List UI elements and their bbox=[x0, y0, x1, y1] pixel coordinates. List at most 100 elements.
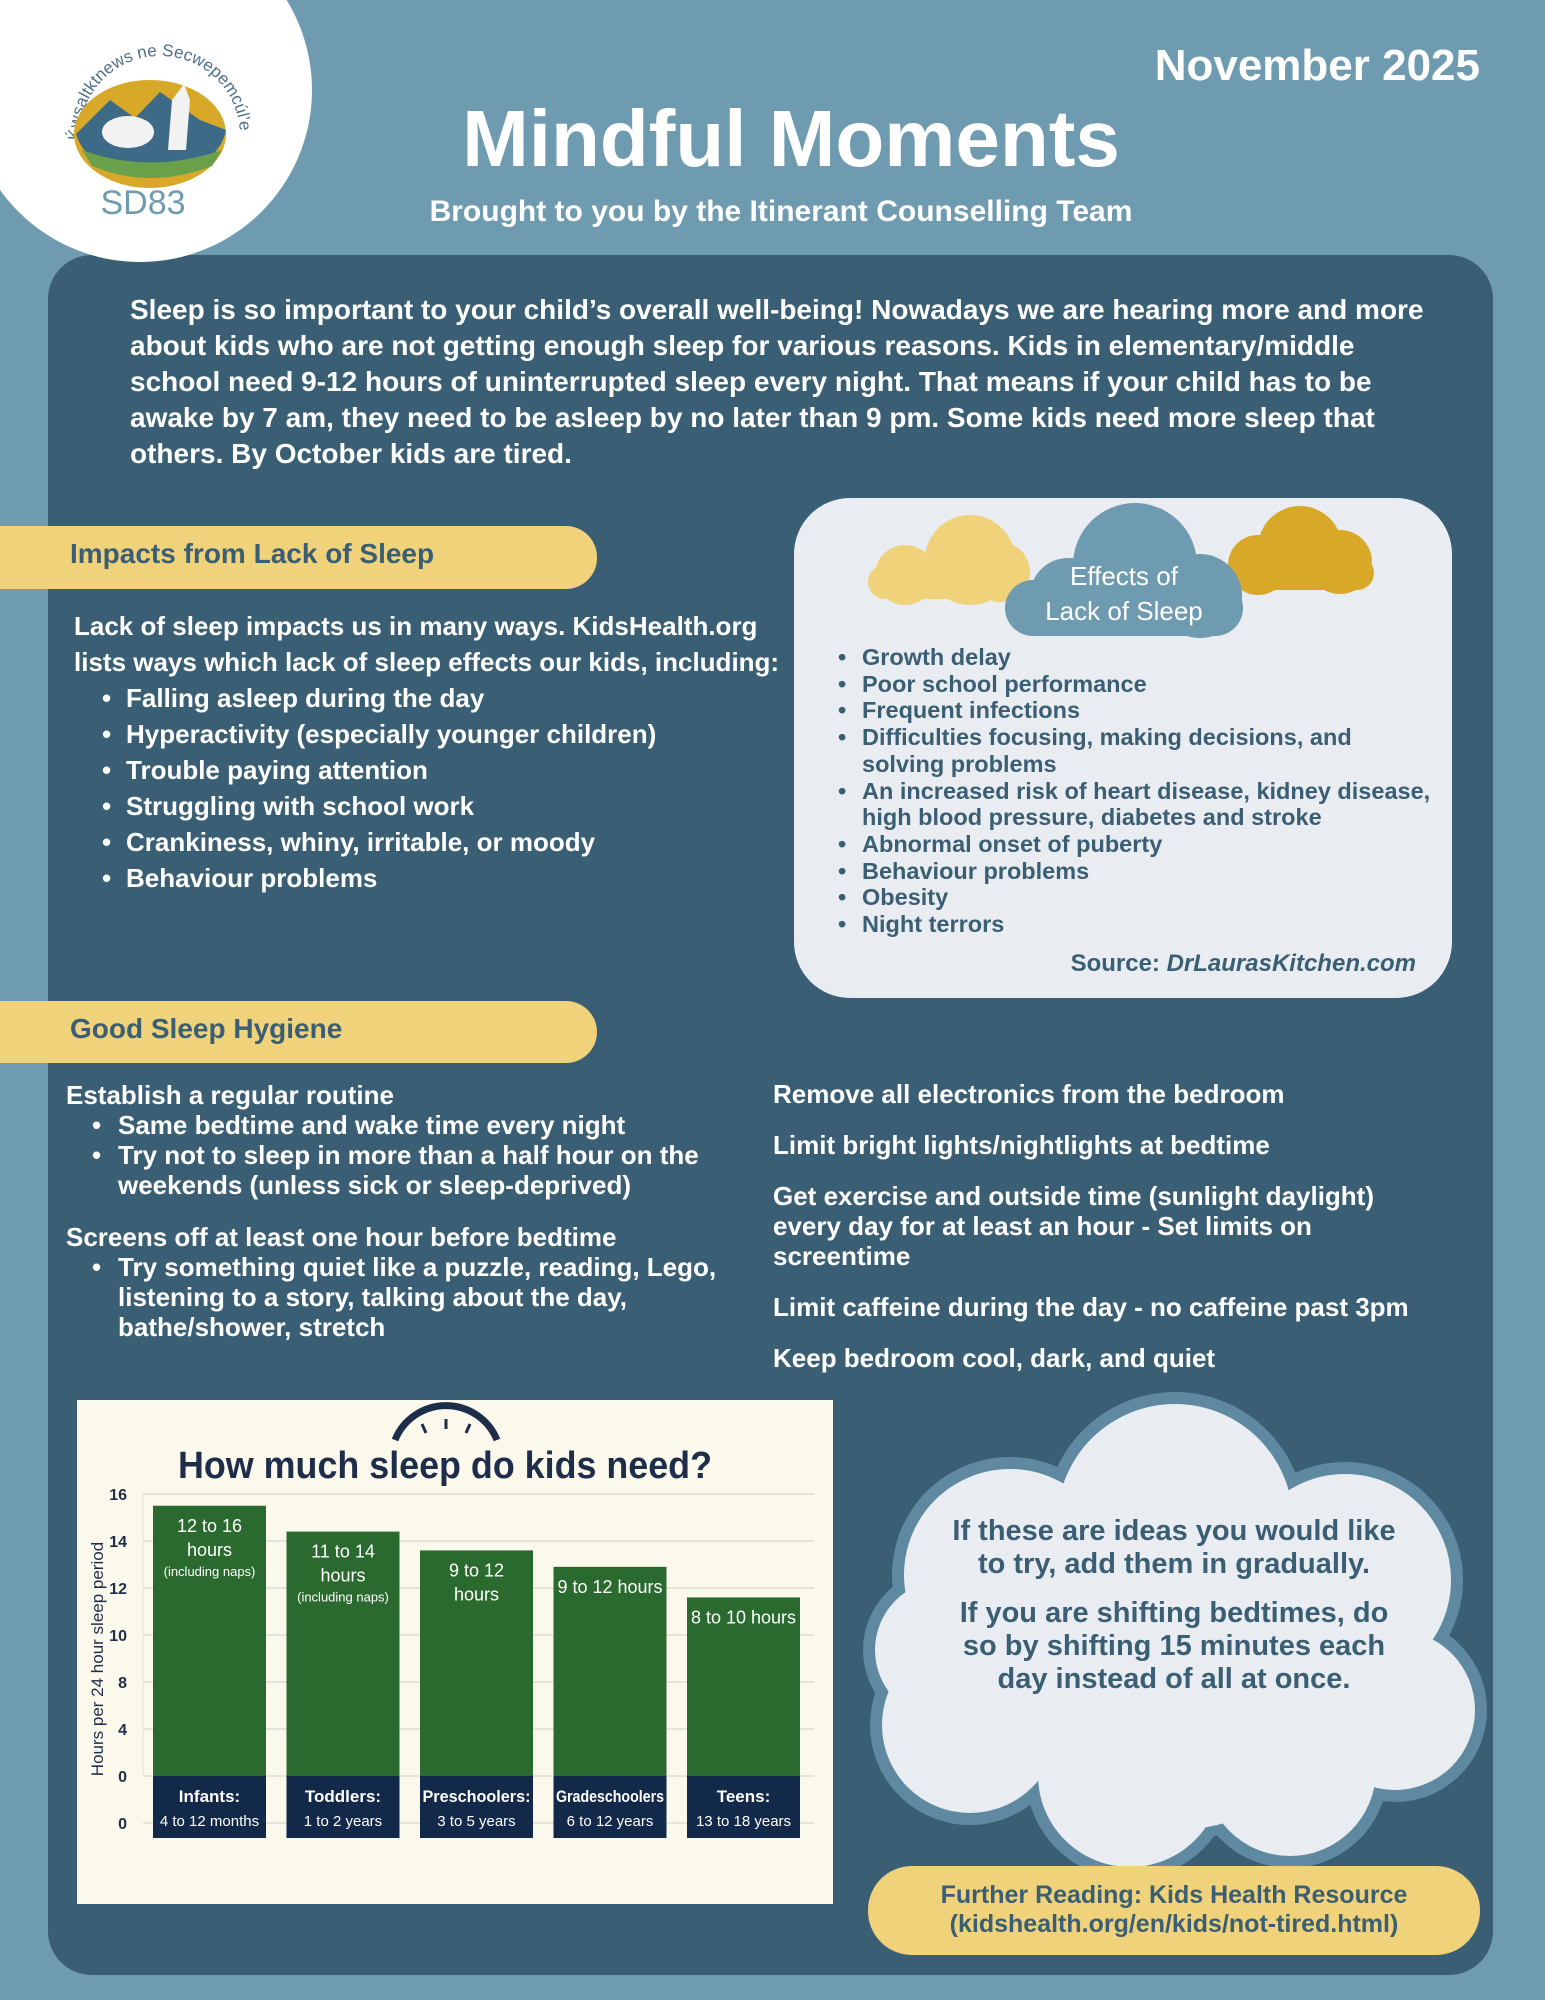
banner-text: Impacts from Lack of Sleep bbox=[70, 538, 434, 569]
list-item: Keep bedroom cool, dark, and quiet bbox=[773, 1343, 1216, 1373]
bar-text: (including naps) bbox=[164, 1564, 256, 1579]
category-name: Preschoolers: bbox=[423, 1787, 531, 1806]
date: November 2025 bbox=[1155, 41, 1480, 90]
effects-list: Growth delayPoor school performanceFrequ… bbox=[832, 644, 1440, 938]
bar bbox=[687, 1597, 800, 1776]
category-name: Gradeschoolers bbox=[556, 1787, 664, 1806]
y-tick-label: 0 bbox=[118, 1816, 127, 1833]
hygiene-list: Same bedtime and wake time every nightTr… bbox=[66, 1110, 746, 1200]
list-item: Same bedtime and wake time every night bbox=[66, 1110, 746, 1140]
y-tick-label: 12 bbox=[109, 1581, 127, 1598]
list-item: Night terrors bbox=[832, 911, 1440, 938]
list-item: Limit bright lights/nightlights at bedti… bbox=[773, 1130, 1270, 1160]
list-item: Falling asleep during the day bbox=[96, 680, 656, 716]
title: Mindful Moments bbox=[462, 94, 1120, 183]
tip: If these are ideas you would like to try… bbox=[952, 1515, 1396, 1580]
bar-text: 9 to 12 hours bbox=[557, 1577, 662, 1597]
chart-dial bbox=[464, 1423, 472, 1434]
list-item: Growth delay bbox=[832, 644, 1440, 671]
cloud bbox=[868, 515, 1030, 605]
list-item: Behaviour problems bbox=[96, 860, 656, 896]
y-axis-label: Hours per 24 hour sleep period bbox=[88, 1542, 107, 1776]
cloud bbox=[1005, 503, 1243, 638]
category-box bbox=[553, 1776, 667, 1838]
further-reading-pill bbox=[868, 1866, 1480, 1955]
list-item: Remove all electronics from the bedroom bbox=[773, 1079, 1285, 1109]
y-tick-label: 14 bbox=[109, 1534, 127, 1551]
intro: Sleep is so important to your child’s ov… bbox=[130, 294, 1424, 469]
category-ages: 1 to 2 years bbox=[304, 1813, 382, 1830]
bar-text: hours bbox=[320, 1566, 365, 1586]
logo-land bbox=[82, 150, 222, 178]
bar-text: 11 to 14 bbox=[311, 1542, 375, 1562]
further-reading: Further Reading: Kids Health Resource (k… bbox=[868, 1881, 1480, 1939]
hygiene-left: Establish a regular routineSame bedtime … bbox=[66, 1080, 746, 1364]
subtitle: Brought to you by the Itinerant Counsell… bbox=[430, 195, 1133, 228]
category-box bbox=[420, 1776, 533, 1838]
list-item: Frequent infections bbox=[832, 697, 1440, 724]
hygiene-heading: Establish a regular routine bbox=[66, 1080, 394, 1110]
category-ages: 4 to 12 months bbox=[160, 1813, 259, 1830]
logo-code: SD83 bbox=[100, 184, 185, 222]
list-item: Behaviour problems bbox=[832, 858, 1440, 885]
category-name: Toddlers: bbox=[305, 1787, 381, 1806]
source-link: DrLaurasKitchen.com bbox=[1166, 950, 1416, 977]
list-item: Difficulties focusing, making decisions,… bbox=[832, 724, 1440, 777]
chart-dial bbox=[391, 1402, 501, 1442]
logo-animal bbox=[168, 84, 190, 150]
category-box bbox=[286, 1776, 400, 1838]
banner-text: Good Sleep Hygiene bbox=[70, 1013, 342, 1044]
bar-text: hours bbox=[187, 1540, 232, 1560]
list-item: Crankiness, whiny, irritable, or moody bbox=[96, 824, 656, 860]
bar bbox=[420, 1550, 533, 1776]
list-item: Try not to sleep in more than a half hou… bbox=[66, 1140, 746, 1200]
tips-cloud bbox=[863, 1392, 1487, 1879]
list-item: Hyperactivity (especially younger childr… bbox=[96, 716, 656, 752]
sleep-chart: How much sleep do kids need? Hours per 2… bbox=[77, 1400, 833, 1904]
category-box bbox=[153, 1776, 266, 1838]
hygiene-right: Remove all electronics from the bedroom L… bbox=[773, 1079, 1423, 1394]
y-tick-label: 8 bbox=[118, 1675, 127, 1692]
impacts-list: Falling asleep during the dayHyperactivi… bbox=[96, 680, 656, 896]
bar-text: 12 to 16 bbox=[177, 1516, 242, 1536]
list-item: An increased risk of heart disease, kidn… bbox=[832, 778, 1440, 831]
tip: If you are shifting bedtimes, do so by s… bbox=[959, 1597, 1389, 1695]
tips: If these are ideas you would like to try… bbox=[940, 1515, 1408, 1712]
category-name: Infants: bbox=[179, 1787, 240, 1806]
list-item: Limit caffeine during the day - no caffe… bbox=[773, 1292, 1409, 1322]
list-item: Poor school performance bbox=[832, 671, 1440, 698]
chart-title: How much sleep do kids need? bbox=[178, 1445, 712, 1487]
y-tick-label: 0 bbox=[118, 1769, 127, 1786]
category-ages: 3 to 5 years bbox=[437, 1813, 515, 1830]
further-reading-line: Further Reading: Kids Health Resource bbox=[940, 1881, 1408, 1909]
category-ages: 6 to 12 years bbox=[567, 1813, 654, 1830]
list-item: Try something quiet like a puzzle, readi… bbox=[66, 1252, 746, 1342]
y-tick-label: 10 bbox=[109, 1628, 127, 1645]
banner bbox=[0, 526, 597, 589]
bar bbox=[153, 1505, 266, 1776]
hygiene-heading: Screens off at least one hour before bed… bbox=[66, 1222, 617, 1252]
list-item: Struggling with school work bbox=[96, 788, 656, 824]
effects-heading: Effects of bbox=[1070, 561, 1179, 591]
bar-text: 9 to 12 bbox=[449, 1560, 504, 1580]
cloud bbox=[1228, 506, 1374, 595]
hygiene-list: Try something quiet like a puzzle, readi… bbox=[66, 1252, 746, 1342]
bar bbox=[286, 1531, 400, 1776]
banner bbox=[0, 1001, 597, 1063]
logo-animal bbox=[102, 116, 154, 148]
bar-text: hours bbox=[454, 1584, 499, 1604]
impacts-text: Lack of sleep impacts us in many ways. K… bbox=[74, 611, 780, 677]
bar-text: (including naps) bbox=[297, 1590, 389, 1605]
y-tick-label: 16 bbox=[109, 1487, 127, 1504]
list-item: Trouble paying attention bbox=[96, 752, 656, 788]
list-item: Obesity bbox=[832, 884, 1440, 911]
y-tick-label: 4 bbox=[118, 1722, 127, 1739]
category-name: Teens: bbox=[717, 1787, 771, 1806]
category-box bbox=[687, 1776, 800, 1838]
bar-text: 8 to 10 hours bbox=[691, 1607, 796, 1627]
bar bbox=[553, 1566, 667, 1776]
list-item: Abnormal onset of puberty bbox=[832, 831, 1440, 858]
source-label: Source: bbox=[1070, 950, 1160, 977]
further-reading-line: (kidshealth.org/en/kids/not-tired.html) bbox=[949, 1910, 1399, 1938]
